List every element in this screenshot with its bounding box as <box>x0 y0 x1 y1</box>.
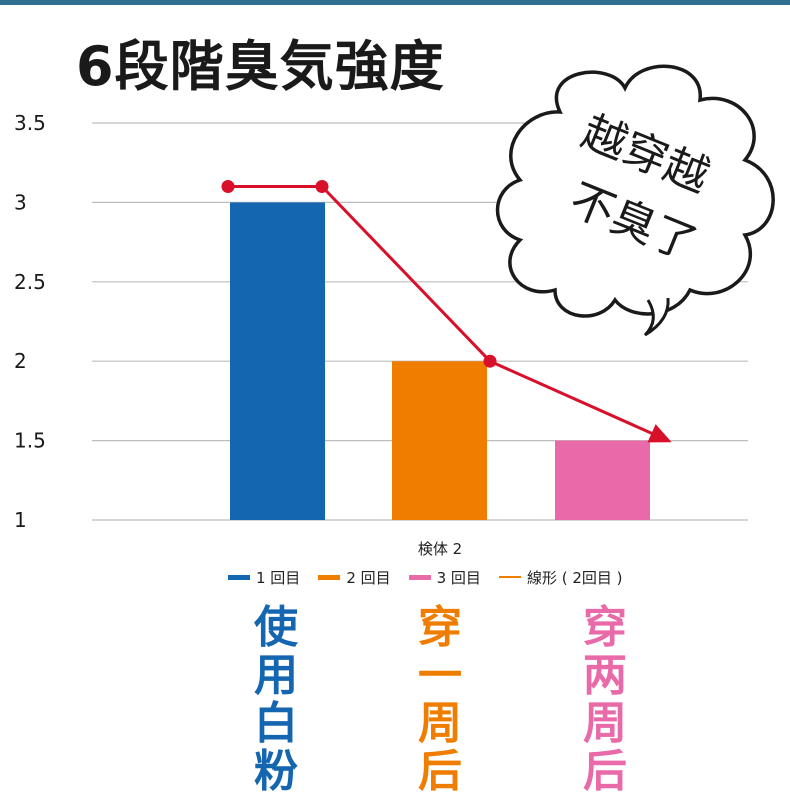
legend-item-series3: 3 回目 <box>408 567 481 588</box>
top-accent-bar <box>0 0 790 5</box>
trend-line <box>228 185 669 442</box>
column-label-1: 使用白粉 <box>254 602 298 797</box>
y-tick-label: 2.5 <box>14 270 46 294</box>
y-tick-label: 1 <box>14 508 27 532</box>
trend-point <box>483 354 497 368</box>
trend-point <box>221 180 235 194</box>
chart-title: 6段階臭気強度 <box>76 35 445 98</box>
x-axis-label: 検体 2 <box>417 540 463 558</box>
bar-1 <box>230 202 325 520</box>
bubble-tail <box>643 297 670 337</box>
trend-point <box>315 180 329 194</box>
y-tick-label: 3.5 <box>14 111 46 135</box>
legend-swatch-series3 <box>408 574 431 580</box>
y-tick-label: 1.5 <box>14 429 46 453</box>
bubble-cloud-shape <box>495 64 775 318</box>
legend-swatch-series1 <box>228 574 250 580</box>
legend-swatch-series2 <box>318 574 341 580</box>
y-tick-label: 2 <box>14 349 27 373</box>
trend-arrowhead <box>647 424 672 443</box>
legend-item-series2: 2 回目 <box>318 567 391 588</box>
bar-chart: 1 1.5 2 2.5 3 3.5 <box>14 111 748 532</box>
bar-2 <box>392 361 487 520</box>
bar-3 <box>555 440 650 520</box>
legend-label-series1: 1 回目 <box>256 568 301 587</box>
y-tick-label: 3 <box>14 190 27 214</box>
legend-item-trendline: 線形 ( 2回目 ) <box>498 567 623 588</box>
legend-swatch-trendline <box>498 576 521 578</box>
legend-label-series3: 3 回目 <box>436 568 481 587</box>
thought-bubble: 越穿越 不臭了 <box>495 64 775 337</box>
legend-item-series1: 1 回目 <box>228 567 300 588</box>
column-label-3: 穿两周后 <box>583 602 627 797</box>
legend-label-trendline: 線形 ( 2回目 ) <box>526 568 623 587</box>
column-label-2: 穿一周后 <box>418 602 462 797</box>
legend: 1 回目 2 回目 3 回目 線形 ( 2回目 ) <box>228 566 641 588</box>
legend-label-series2: 2 回目 <box>346 568 391 587</box>
